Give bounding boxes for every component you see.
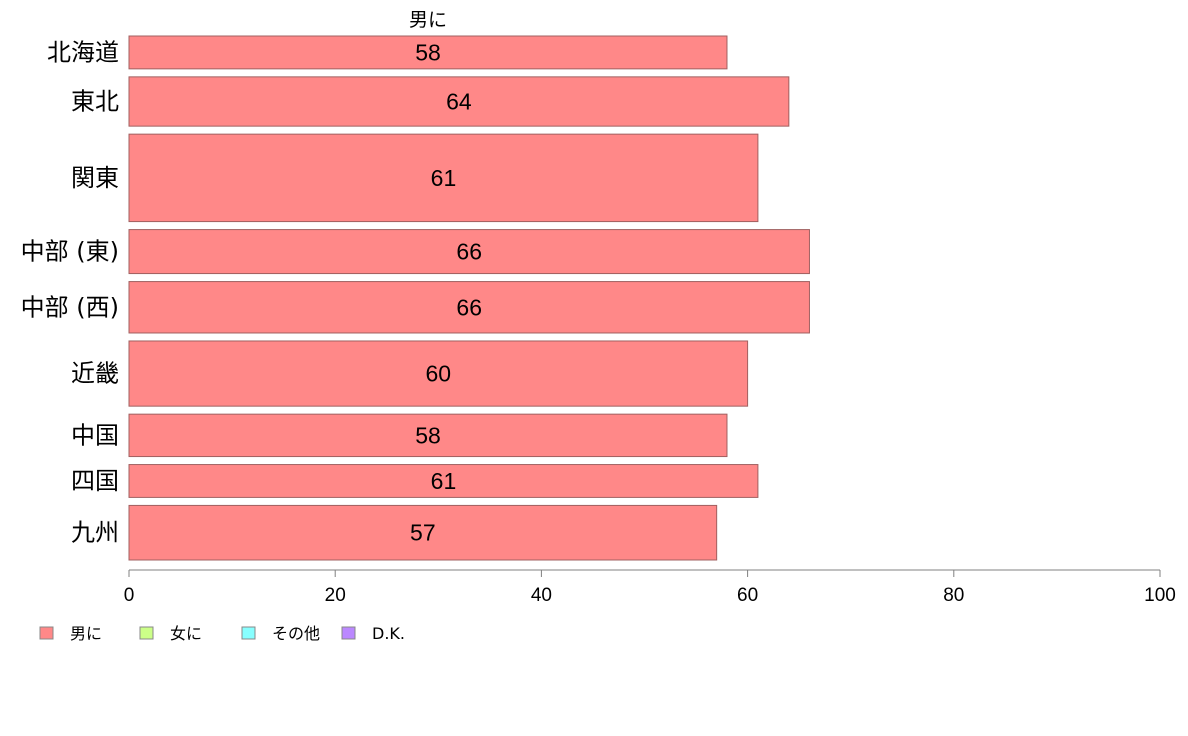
bar-value-label: 58: [415, 39, 441, 65]
x-tick-label: 0: [124, 585, 135, 606]
bar-value-label: 66: [456, 294, 482, 320]
bar-value-label: 57: [410, 520, 436, 546]
bar-value-label: 64: [446, 89, 472, 115]
category-label: 四国: [71, 467, 119, 495]
category-label: 九州: [71, 519, 119, 547]
legend-item-label: 女に: [170, 624, 202, 643]
bar-value-label: 61: [431, 468, 457, 494]
category-label: 中部 (西): [21, 293, 119, 321]
bar-6: [128, 413, 728, 458]
legend-swatch: [39, 626, 54, 640]
bar-2: [128, 133, 759, 223]
legend-swatch: [241, 626, 256, 640]
x-tick-label: 20: [325, 585, 346, 606]
x-tick-label: 80: [943, 585, 964, 606]
x-axis: 0 20 40 60 80 100: [124, 569, 1176, 606]
legend-item-label: その他: [272, 624, 320, 643]
legend-swatch: [139, 626, 154, 640]
category-label: 近畿: [71, 360, 119, 388]
category-label: 関東: [71, 164, 119, 192]
bars: [128, 35, 810, 561]
x-tick-label: 100: [1144, 585, 1176, 606]
bar-1: [128, 76, 790, 127]
legend: 男に 女に その他 D.K.: [39, 624, 405, 643]
legend-item-label: 男に: [70, 624, 102, 643]
bar-value-label: 58: [415, 422, 441, 448]
bar-3: [128, 229, 810, 275]
category-label: 中部 (東): [21, 238, 119, 266]
legend-swatch: [341, 626, 356, 640]
category-label: 中国: [71, 421, 119, 449]
bar-0: [128, 35, 728, 70]
x-tick-label: 60: [737, 585, 758, 606]
bar-value-label: 61: [431, 165, 457, 191]
x-tick-label: 40: [531, 585, 552, 606]
category-label: 北海道: [47, 38, 119, 66]
series-title: 男に: [409, 9, 447, 31]
category-label: 東北: [71, 88, 119, 116]
bar-5: [128, 340, 749, 407]
bar-4: [128, 281, 810, 334]
bar-value-label: 60: [426, 361, 452, 387]
bar-7: [128, 464, 759, 498]
bar-8: [128, 504, 718, 561]
legend-item-label: D.K.: [372, 624, 405, 643]
bar-value-label: 66: [456, 239, 482, 265]
